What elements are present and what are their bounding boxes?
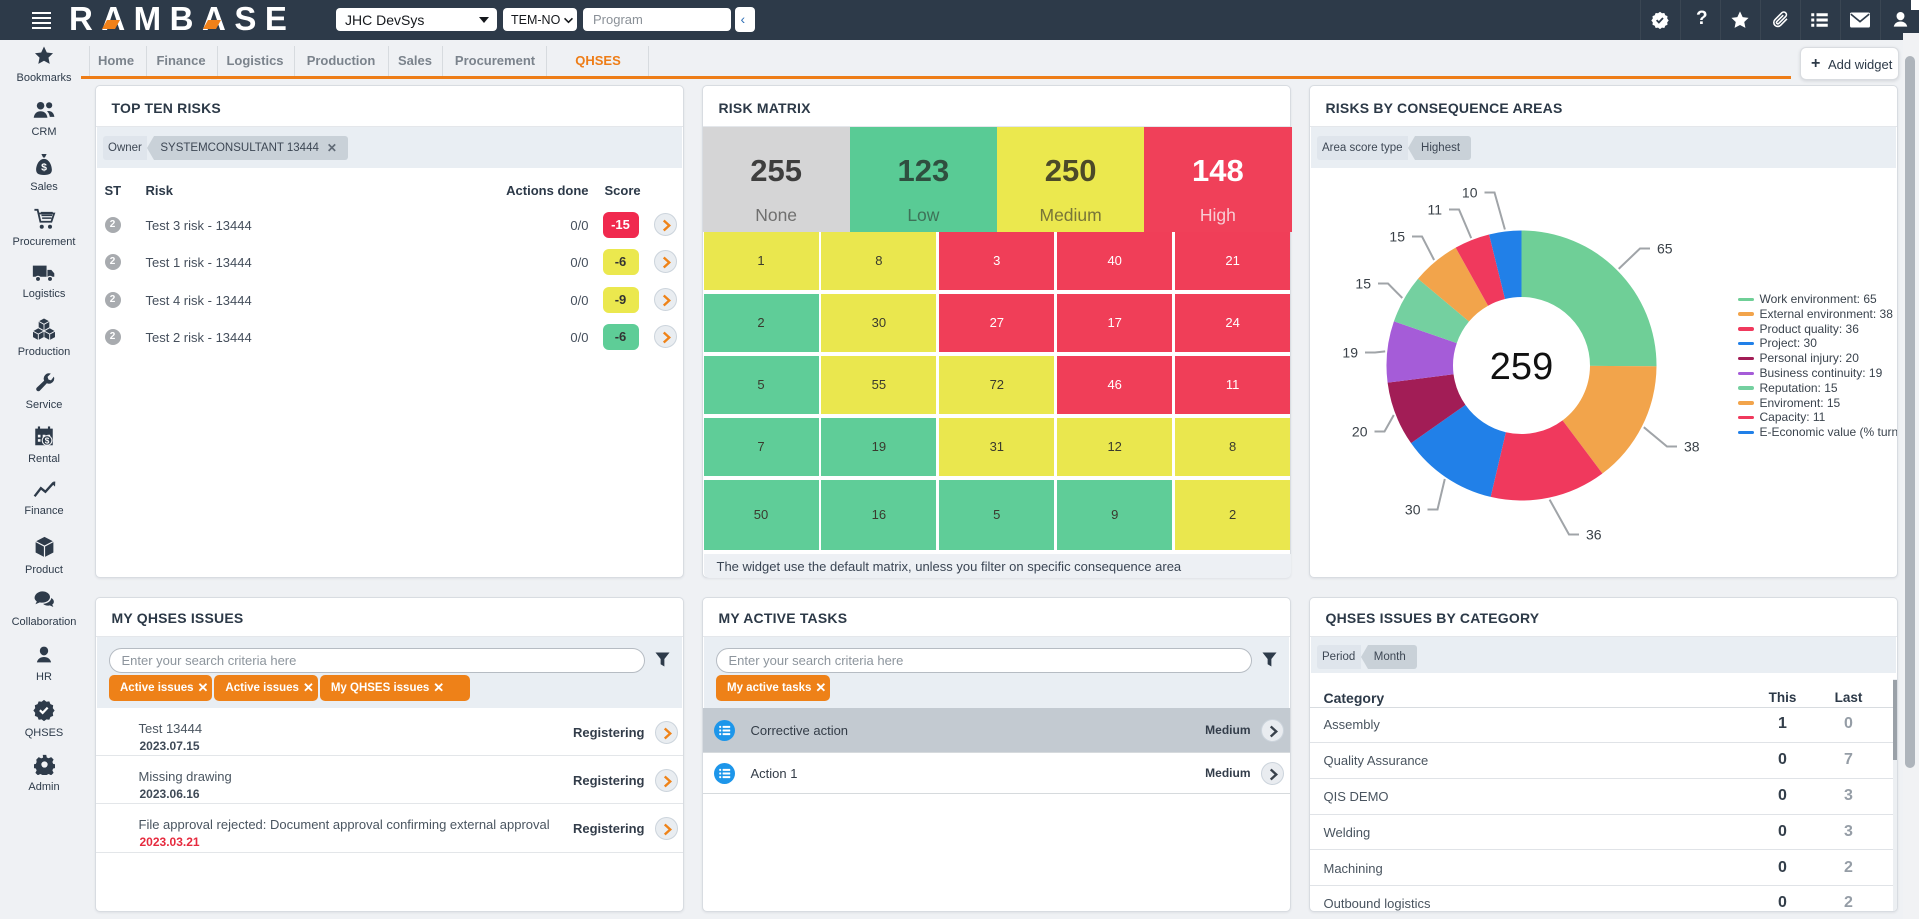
svg-text:38: 38	[1684, 438, 1700, 454]
svg-text:19: 19	[1342, 344, 1358, 360]
svg-text:15: 15	[1389, 228, 1405, 244]
svg-text:10: 10	[1461, 184, 1477, 200]
svg-text:RAMBASE: RAMBASE	[69, 4, 295, 37]
svg-text:259: 259	[1489, 346, 1552, 388]
svg-text:$: $	[45, 436, 50, 446]
svg-text:15: 15	[1355, 275, 1371, 291]
svg-text:$: $	[41, 162, 47, 174]
svg-text:11: 11	[1427, 201, 1442, 217]
svg-text:30: 30	[1404, 501, 1420, 517]
svg-text:20: 20	[1351, 423, 1367, 439]
svg-text:65: 65	[1657, 240, 1673, 256]
svg-text:36: 36	[1586, 526, 1602, 542]
